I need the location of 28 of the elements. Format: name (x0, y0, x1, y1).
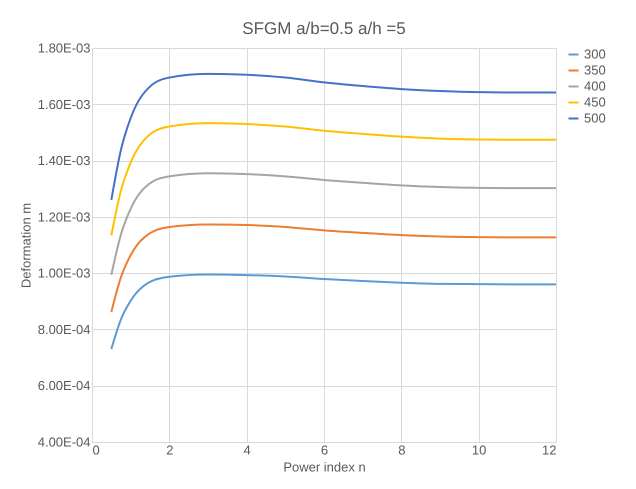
x-axis-title: Power index n (283, 460, 366, 474)
line-series (110, 223, 557, 313)
y-tick-label: 8.00E-04 (38, 322, 90, 337)
chart-title: SFGM a/b=0.5 a/h =5 (242, 19, 406, 38)
legend-label: 300 (584, 46, 606, 62)
y-tick-label: 6.00E-04 (38, 378, 90, 394)
legend-label: 450 (584, 94, 606, 110)
legend-label: 500 (584, 110, 606, 126)
y-tick-label: 1.40E-03 (38, 153, 90, 168)
x-tick-label: 4 (244, 442, 251, 458)
y-tick-label: 1.60E-03 (38, 96, 90, 112)
y-tick-label: 1.00E-03 (38, 266, 90, 281)
line-series (110, 122, 557, 236)
legend-label: 400 (584, 78, 606, 94)
y-tick-label: 1.80E-03 (38, 40, 90, 56)
x-tick-label: 2 (166, 442, 174, 458)
x-tick-label: 10 (472, 442, 486, 458)
y-tick-label: 4.00E-04 (38, 434, 90, 450)
x-tick-label: 12 (542, 442, 556, 458)
y-axis-title: Deformation m (18, 202, 34, 288)
x-tick-label: 0 (92, 442, 100, 458)
x-tick-label: 6 (320, 442, 328, 458)
line-series (110, 72, 557, 201)
y-tick-label: 1.20E-03 (38, 209, 90, 224)
line-series (110, 172, 557, 276)
legend-label: 350 (584, 62, 606, 78)
x-tick-label: 8 (398, 442, 406, 458)
line-series (110, 274, 557, 350)
